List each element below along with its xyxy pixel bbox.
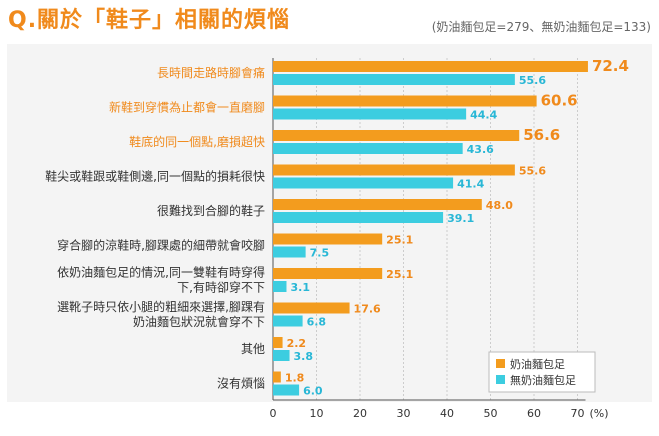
- category-label-line: 鞋尖或鞋跟或鞋側邊,同一個點的損耗很快: [45, 169, 265, 184]
- value-label-b: 7.5: [310, 247, 330, 260]
- x-tick-label: 50: [484, 407, 498, 420]
- x-tick-label: 70: [571, 407, 585, 420]
- category-label-line: 新鞋到穿慣為止都會一直磨腳: [109, 100, 265, 115]
- x-tick-label: 20: [353, 407, 367, 420]
- category-label-line: 下,有時卻穿不下: [177, 280, 265, 295]
- bar-series-a: [273, 61, 588, 72]
- chart-title: Q.關於「鞋子」相關的煩惱: [8, 8, 291, 33]
- category-label: 沒有煩惱: [217, 377, 265, 391]
- value-label-a: 72.4: [592, 57, 629, 75]
- category-label: 選靴子時只依小腿的粗細來選擇,腳踝有奶油麵包狀況就會穿不下: [57, 299, 265, 329]
- value-label-a: 60.6: [541, 92, 578, 110]
- bar-series-b: [273, 246, 306, 258]
- category-label: 穿合腳的涼鞋時,腳踝處的細帶就會咬腳: [57, 238, 265, 253]
- bar-series-b: [273, 281, 287, 292]
- bar-series-b: [273, 212, 444, 223]
- x-unit-label: (%): [590, 407, 609, 420]
- bar-series-b: [273, 108, 467, 120]
- category-label: 很難找到合腳的鞋子: [157, 203, 265, 218]
- category-label: 鞋底的同一個點,磨損超快: [129, 134, 265, 149]
- legend-box: [488, 351, 596, 393]
- chart-subtitle: (奶油麵包足=279、無奶油麵包足=133): [431, 20, 651, 34]
- category-label-line: 其他: [241, 342, 265, 356]
- value-label-a: 17.6: [354, 303, 381, 316]
- x-tick-label: 0: [270, 407, 277, 420]
- category-label-line: 穿合腳的涼鞋時,腳踝處的細帶就會咬腳: [57, 238, 265, 253]
- value-label-b: 43.6: [467, 143, 494, 156]
- bar-series-a: [273, 199, 482, 210]
- category-label-line: 依奶油麵包足的情況,同一雙鞋有時穿得: [57, 265, 265, 280]
- value-label-b: 6.0: [303, 385, 323, 398]
- bar-series-b: [273, 74, 515, 85]
- bar-series-a: [273, 130, 520, 141]
- value-label-b: 41.4: [457, 178, 484, 191]
- category-label: 鞋尖或鞋跟或鞋側邊,同一個點的損耗很快: [45, 169, 265, 184]
- bar-series-a: [273, 371, 281, 383]
- category-label: 新鞋到穿慣為止都會一直磨腳: [109, 100, 265, 115]
- legend-swatch: [496, 375, 505, 384]
- legend-swatch: [496, 359, 505, 368]
- category-label: 其他: [241, 342, 265, 356]
- category-label-line: 沒有煩惱: [217, 377, 265, 391]
- value-label-a: 2.2: [287, 337, 307, 350]
- category-label: 長時間走路時腳會痛: [157, 65, 265, 80]
- legend-label: 奶油麵包足: [510, 357, 565, 371]
- bar-series-a: [273, 302, 350, 314]
- value-label-b: 3.8: [294, 350, 314, 363]
- value-label-a: 25.1: [386, 234, 413, 247]
- value-label-b: 3.1: [290, 281, 310, 294]
- bar-series-a: [273, 164, 515, 176]
- bar-series-a: [273, 95, 537, 107]
- bar-series-b: [273, 384, 300, 396]
- bar-series-b: [273, 177, 454, 189]
- category-label-line: 鞋底的同一個點,磨損超快: [129, 134, 265, 149]
- category-label-line: 選靴子時只依小腿的粗細來選擇,腳踝有: [57, 299, 265, 314]
- value-label-a: 55.6: [519, 165, 546, 178]
- value-label-b: 39.1: [447, 212, 474, 225]
- bar-series-a: [273, 337, 283, 348]
- x-tick-label: 60: [527, 407, 541, 420]
- bar-series-a: [273, 268, 383, 279]
- x-tick-label: 30: [397, 407, 411, 420]
- category-label-line: 長時間走路時腳會痛: [157, 65, 265, 80]
- x-tick-label: 40: [440, 407, 454, 420]
- value-label-a: 25.1: [386, 268, 413, 281]
- legend-label: 無奶油麵包足: [510, 373, 576, 387]
- bar-series-a: [273, 233, 383, 245]
- value-label-b: 55.6: [519, 74, 546, 87]
- bar-series-b: [273, 315, 303, 327]
- value-label-a: 56.6: [523, 126, 560, 144]
- x-tick-label: 10: [310, 407, 324, 420]
- value-label-b: 6.8: [307, 316, 327, 329]
- category-label-line: 很難找到合腳的鞋子: [157, 203, 265, 218]
- bar-series-b: [273, 350, 290, 361]
- value-label-b: 44.4: [470, 109, 497, 122]
- category-label-line: 奶油麵包狀況就會穿不下: [133, 314, 265, 329]
- category-label: 依奶油麵包足的情況,同一雙鞋有時穿得下,有時卻穿不下: [57, 265, 265, 295]
- value-label-a: 1.8: [285, 372, 305, 385]
- value-label-a: 48.0: [486, 199, 513, 212]
- bar-series-b: [273, 143, 463, 154]
